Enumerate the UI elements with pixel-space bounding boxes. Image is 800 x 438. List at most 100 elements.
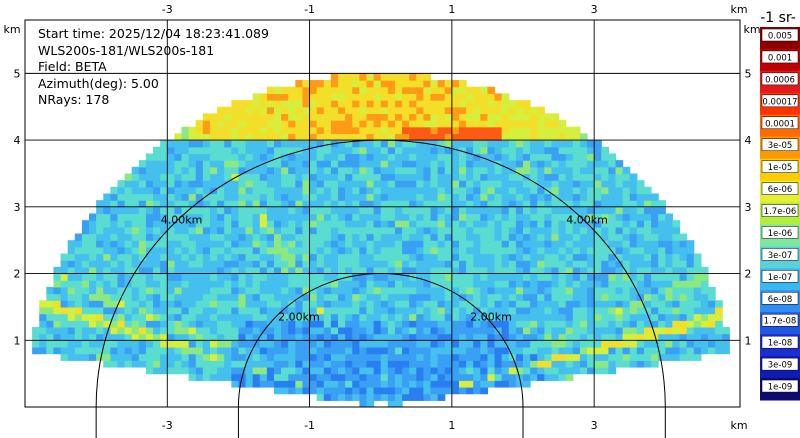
field-cell bbox=[259, 246, 268, 255]
field-cell bbox=[153, 300, 161, 308]
field-cell bbox=[352, 273, 360, 281]
field-cell bbox=[501, 273, 510, 281]
field-cell bbox=[231, 380, 240, 388]
field-cell bbox=[629, 233, 638, 241]
field-cell bbox=[572, 173, 581, 181]
field-cell bbox=[39, 333, 47, 341]
field-cell bbox=[209, 273, 218, 281]
field-cell bbox=[366, 320, 375, 328]
field-cell bbox=[402, 340, 410, 348]
field-cell bbox=[651, 346, 659, 355]
field-cell bbox=[380, 140, 389, 148]
field-cell bbox=[323, 193, 332, 201]
field-cell bbox=[309, 213, 318, 221]
field-cell bbox=[103, 313, 111, 321]
field-cell bbox=[160, 333, 168, 341]
field-cell bbox=[501, 260, 510, 268]
field-cell bbox=[131, 213, 140, 221]
field-cell bbox=[579, 280, 588, 288]
field-cell bbox=[281, 106, 289, 115]
field-cell bbox=[601, 286, 609, 295]
field-cell bbox=[338, 113, 346, 121]
field-cell bbox=[501, 213, 510, 221]
field-cell bbox=[515, 113, 524, 121]
field-cell bbox=[96, 213, 104, 221]
field-cell bbox=[96, 333, 104, 341]
field-cell bbox=[217, 366, 225, 375]
field-cell bbox=[651, 326, 659, 335]
field-cell bbox=[352, 286, 360, 295]
field-cell bbox=[145, 320, 154, 328]
field-cell bbox=[394, 186, 403, 195]
field-cell bbox=[188, 160, 197, 168]
field-cell bbox=[181, 333, 190, 341]
field-cell bbox=[473, 386, 481, 395]
field-cell bbox=[537, 320, 545, 328]
field-cell bbox=[380, 360, 389, 368]
field-cell bbox=[594, 140, 602, 148]
field-cell bbox=[245, 306, 254, 315]
field-cell bbox=[309, 386, 318, 395]
field-cell bbox=[423, 73, 432, 81]
field-cell bbox=[188, 366, 197, 375]
colorbar-label: 0.0001 bbox=[765, 119, 795, 129]
field-cell bbox=[217, 153, 225, 161]
field-cell bbox=[103, 206, 111, 215]
field-cell bbox=[494, 353, 503, 361]
field-cell bbox=[174, 253, 183, 261]
field-cell bbox=[373, 333, 382, 341]
field-cell bbox=[458, 220, 467, 228]
field-cell bbox=[402, 86, 410, 94]
field-cell bbox=[259, 180, 268, 188]
field-cell bbox=[530, 140, 538, 148]
field-cell bbox=[252, 140, 261, 148]
field-cell bbox=[544, 360, 553, 368]
field-cell bbox=[309, 340, 318, 348]
field-cell bbox=[103, 300, 111, 308]
field-cell bbox=[131, 300, 140, 308]
field-cell bbox=[565, 326, 574, 335]
field-cell bbox=[181, 126, 190, 135]
field-cell bbox=[110, 266, 119, 275]
field-cell bbox=[39, 320, 47, 328]
field-cell bbox=[345, 120, 353, 128]
field-cell bbox=[451, 166, 460, 175]
field-cell bbox=[700, 320, 709, 328]
field-cell bbox=[402, 220, 410, 228]
field-cell bbox=[679, 326, 688, 335]
field-cell bbox=[138, 180, 147, 188]
field-cell bbox=[437, 100, 446, 108]
field-cell bbox=[103, 286, 111, 295]
field-cell bbox=[174, 320, 183, 328]
field-cell bbox=[551, 173, 560, 181]
field-cell bbox=[274, 206, 282, 215]
field-cell bbox=[473, 240, 481, 248]
field-cell bbox=[89, 300, 97, 308]
field-cell bbox=[330, 293, 339, 301]
field-cell bbox=[245, 266, 254, 275]
field-cell bbox=[138, 340, 147, 348]
field-cell bbox=[231, 160, 240, 168]
field-cell bbox=[288, 200, 296, 208]
field-cell bbox=[458, 180, 467, 188]
field-cell bbox=[145, 306, 154, 315]
field-cell bbox=[266, 193, 275, 201]
field-cell bbox=[444, 293, 453, 301]
field-cell bbox=[217, 326, 225, 335]
field-cell bbox=[345, 353, 353, 361]
field-cell bbox=[217, 280, 225, 288]
field-cell bbox=[238, 100, 247, 108]
field-cell bbox=[622, 353, 631, 361]
field-cell bbox=[658, 253, 666, 261]
field-cell bbox=[231, 146, 240, 155]
field-cell bbox=[338, 73, 346, 81]
field-cell bbox=[437, 193, 446, 201]
field-cell bbox=[295, 100, 304, 108]
field-cell bbox=[394, 393, 403, 401]
field-cell bbox=[195, 186, 204, 195]
field-cell bbox=[480, 126, 489, 135]
field-cell bbox=[501, 373, 510, 381]
field-cell bbox=[380, 280, 389, 288]
field-cell bbox=[238, 206, 247, 215]
field-cell bbox=[316, 380, 325, 388]
